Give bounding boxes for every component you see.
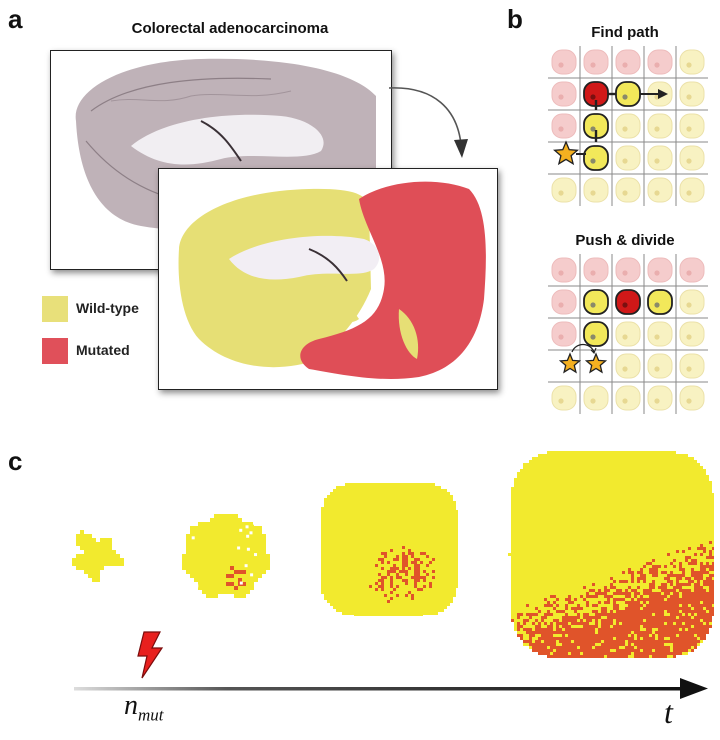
grid-cell <box>647 353 673 379</box>
annotated-tissue-drawing <box>178 181 486 379</box>
grid-cell <box>615 113 641 139</box>
grid-cell <box>583 257 609 283</box>
grid-cell <box>551 81 577 107</box>
star-icon <box>558 352 582 374</box>
grid-cell <box>679 113 705 139</box>
grid-cell <box>615 353 641 379</box>
grid-cell <box>615 81 641 107</box>
grid-cell <box>551 289 577 315</box>
t-label: t <box>664 694 673 730</box>
grid-cell <box>615 257 641 283</box>
grid-cell <box>551 385 577 411</box>
grid-cell <box>551 113 577 139</box>
wildtype-swatch <box>42 296 68 322</box>
grid-cell <box>551 257 577 283</box>
panel-letter-a: a <box>8 4 23 34</box>
grid-cell <box>615 385 641 411</box>
grid-cell <box>679 257 705 283</box>
grid-cell <box>679 385 705 411</box>
mutated-legend-label: Mutated <box>76 342 130 358</box>
grid-cell <box>551 321 577 347</box>
simulation-snapshot-1 <box>72 530 124 582</box>
grid-cell <box>679 177 705 203</box>
grid-cell <box>615 49 641 75</box>
wildtype-legend-label: Wild-type <box>76 300 139 316</box>
star-icon <box>584 352 608 374</box>
mut-subscript: mut <box>138 705 164 725</box>
grid-cell <box>583 177 609 203</box>
star-icon <box>552 140 580 166</box>
grid-cell <box>647 289 673 315</box>
grid-cell <box>647 257 673 283</box>
find-path-grid <box>548 46 708 206</box>
find-path-title: Find path <box>591 24 659 41</box>
panel-a-title: Colorectal adenocarcinoma <box>131 20 329 37</box>
grid-cell <box>615 289 641 315</box>
grid-cell <box>679 145 705 171</box>
grid-cell <box>583 113 609 139</box>
simulation-snapshot-2 <box>182 514 270 598</box>
n-mut-label: nmut <box>124 690 164 726</box>
push-divide-grid <box>548 254 708 414</box>
grid-cell <box>647 177 673 203</box>
mutated-swatch <box>42 338 68 364</box>
annotated-slide-image <box>158 168 498 390</box>
grid-cell <box>615 177 641 203</box>
n-label: n <box>124 690 138 721</box>
grid-cell <box>679 321 705 347</box>
grid-cell <box>583 321 609 347</box>
grid-cell <box>583 145 609 171</box>
grid-cell <box>551 177 577 203</box>
grid-cell <box>615 145 641 171</box>
grid-cell <box>679 49 705 75</box>
grid-cell <box>583 385 609 411</box>
grid-cell <box>647 113 673 139</box>
time-axis <box>74 678 708 699</box>
mutation-bolt-icon <box>137 631 164 679</box>
grid-cell <box>583 289 609 315</box>
panel-letter-c: c <box>8 446 23 476</box>
simulation-snapshot-4 <box>508 451 714 658</box>
grid-cell <box>679 353 705 379</box>
grid-cell <box>647 49 673 75</box>
grid-cell <box>647 145 673 171</box>
grid-cell <box>583 49 609 75</box>
push-divide-title: Push & divide <box>575 232 675 249</box>
grid-cell <box>679 81 705 107</box>
transition-arrow <box>388 87 468 158</box>
grid-cell <box>679 289 705 315</box>
panel-letter-b: b <box>507 4 523 34</box>
grid-cell <box>647 321 673 347</box>
grid-cell <box>551 49 577 75</box>
simulation-snapshot-3 <box>321 483 458 616</box>
grid-cell <box>647 385 673 411</box>
grid-cell <box>615 321 641 347</box>
